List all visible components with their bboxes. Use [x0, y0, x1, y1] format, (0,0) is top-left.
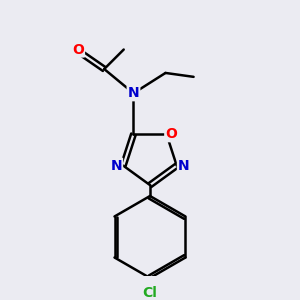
Text: O: O [72, 43, 84, 56]
Text: O: O [165, 127, 177, 141]
Text: N: N [178, 159, 190, 173]
Text: N: N [110, 159, 122, 173]
Text: N: N [128, 86, 139, 100]
Text: Cl: Cl [142, 286, 158, 300]
